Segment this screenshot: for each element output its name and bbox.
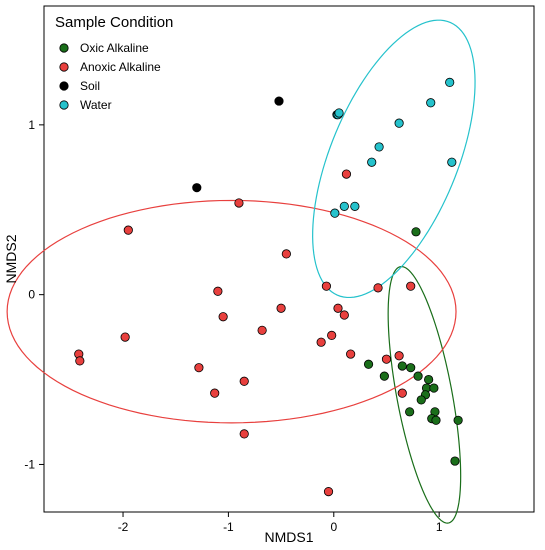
point-anoxic-alkaline xyxy=(257,325,267,335)
ellipse-anoxic-alkaline xyxy=(6,199,457,424)
point-anoxic-alkaline xyxy=(281,249,291,259)
point-anoxic-alkaline xyxy=(218,312,228,322)
point-anoxic-alkaline xyxy=(239,429,249,439)
point-anoxic-alkaline xyxy=(239,376,249,386)
point-anoxic-alkaline xyxy=(120,332,130,342)
legend-marker xyxy=(59,62,69,72)
legend-title: Sample Condition xyxy=(55,14,173,31)
point-oxic-alkaline xyxy=(413,371,423,381)
point-oxic-alkaline xyxy=(411,227,421,237)
legend-marker xyxy=(59,43,69,53)
point-anoxic-alkaline xyxy=(406,281,416,291)
point-oxic-alkaline xyxy=(406,363,416,373)
point-anoxic-alkaline xyxy=(341,169,352,179)
point-anoxic-alkaline xyxy=(327,330,337,341)
point-oxic-alkaline xyxy=(363,359,374,369)
legend-label: Oxic Alkaline xyxy=(80,41,149,55)
point-water xyxy=(426,98,436,108)
point-oxic-alkaline xyxy=(431,415,441,425)
legend-label: Soil xyxy=(80,79,100,93)
point-oxic-alkaline xyxy=(397,361,407,371)
point-water xyxy=(367,157,377,167)
legend-label: Anoxic Alkaline xyxy=(80,60,161,74)
point-oxic-alkaline xyxy=(450,456,460,466)
point-anoxic-alkaline xyxy=(213,286,223,296)
point-anoxic-alkaline xyxy=(333,303,343,313)
legend-marker xyxy=(59,100,69,110)
point-anoxic-alkaline xyxy=(381,354,392,364)
legend-marker xyxy=(59,81,69,91)
point-oxic-alkaline xyxy=(405,407,415,417)
point-water xyxy=(374,142,384,152)
legend: Sample Condition Oxic Alkaline Anoxic Alk… xyxy=(55,14,173,112)
point-anoxic-alkaline xyxy=(346,349,356,359)
point-water xyxy=(394,118,404,128)
y-axis: -1 0 1 xyxy=(24,118,44,471)
point-anoxic-alkaline xyxy=(321,281,332,291)
point-water xyxy=(350,201,360,211)
point-water xyxy=(447,157,457,167)
point-soil xyxy=(192,183,202,193)
point-oxic-alkaline xyxy=(416,395,426,405)
point-anoxic-alkaline xyxy=(373,283,383,293)
point-anoxic-alkaline xyxy=(210,388,220,398)
point-water xyxy=(339,201,349,211)
point-water xyxy=(330,208,340,218)
point-anoxic-alkaline xyxy=(194,363,204,373)
point-anoxic-alkaline xyxy=(234,198,244,208)
point-soil xyxy=(274,96,284,106)
point-anoxic-alkaline xyxy=(397,388,407,398)
x-tick-label: -1 xyxy=(223,520,234,534)
y-tick-label: 0 xyxy=(28,288,35,302)
x-axis: -2 -1 0 1 xyxy=(118,512,443,534)
point-anoxic-alkaline xyxy=(75,356,85,366)
point-oxic-alkaline xyxy=(453,415,463,425)
x-tick-label: 0 xyxy=(330,520,337,534)
point-anoxic-alkaline xyxy=(316,337,326,347)
point-anoxic-alkaline xyxy=(394,351,404,361)
point-anoxic-alkaline xyxy=(339,310,349,320)
x-axis-title: NMDS1 xyxy=(264,529,313,545)
x-tick-label: 1 xyxy=(436,520,443,534)
point-anoxic-alkaline xyxy=(123,225,133,235)
plot-frame xyxy=(43,5,535,513)
point-water xyxy=(334,108,344,118)
point-oxic-alkaline xyxy=(429,383,439,393)
y-tick-label: 1 xyxy=(28,118,35,132)
plot-area xyxy=(6,5,535,524)
point-oxic-alkaline xyxy=(379,371,389,381)
point-water xyxy=(445,77,455,88)
y-axis-title: NMDS2 xyxy=(3,234,19,283)
legend-label: Water xyxy=(80,98,112,112)
data-points xyxy=(74,77,463,497)
point-oxic-alkaline xyxy=(424,374,434,385)
x-tick-label: -2 xyxy=(118,520,129,534)
point-anoxic-alkaline xyxy=(276,303,286,313)
point-anoxic-alkaline xyxy=(323,487,334,497)
y-tick-label: -1 xyxy=(24,457,35,471)
ellipse-oxic-alkaline xyxy=(387,265,462,524)
